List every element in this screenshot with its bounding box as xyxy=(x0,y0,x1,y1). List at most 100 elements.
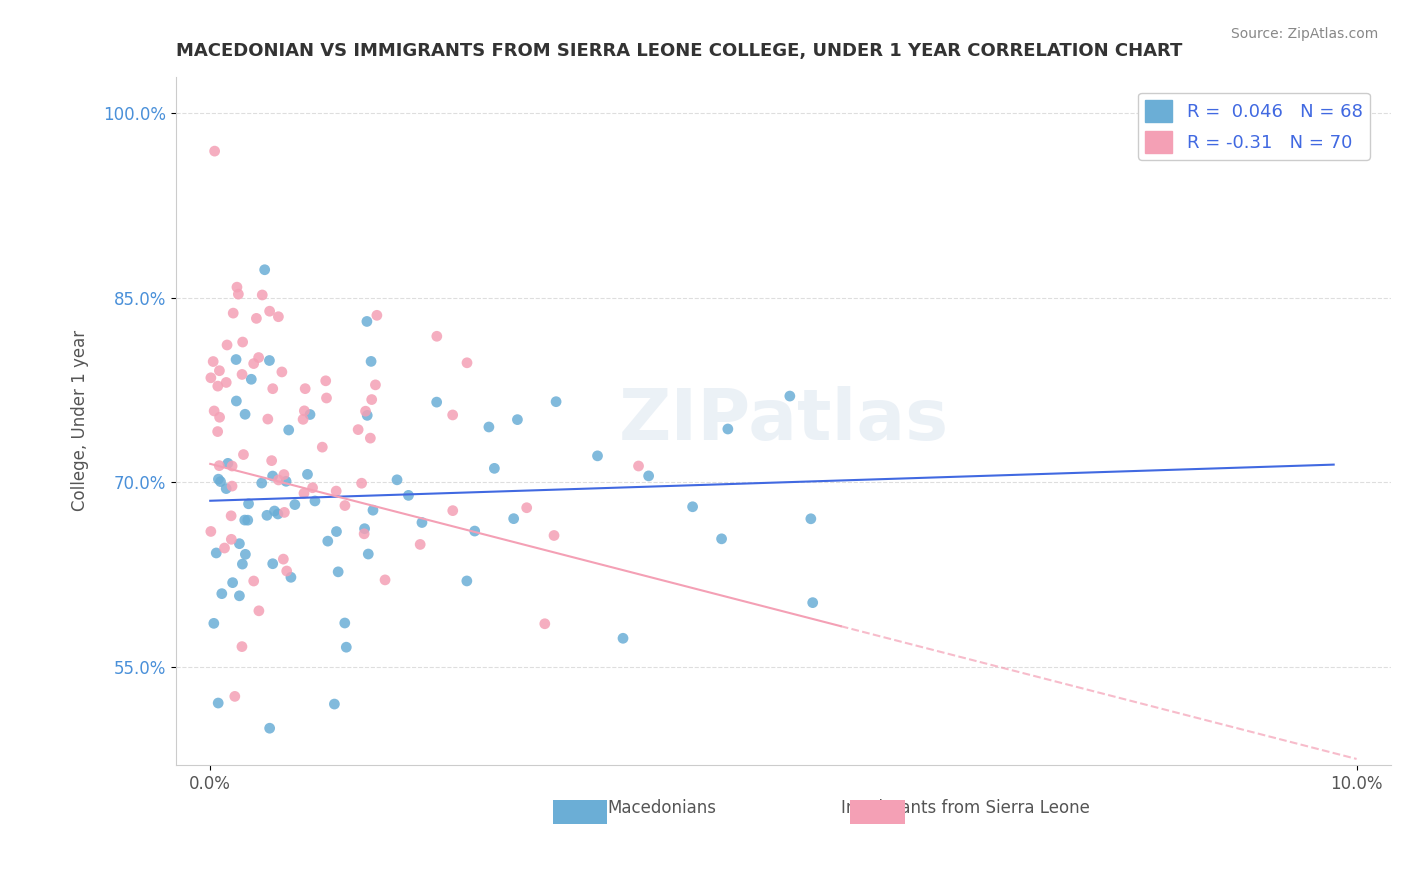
Point xyxy=(284,498,307,512)
Point xyxy=(335,640,357,655)
Point xyxy=(292,486,315,500)
Point xyxy=(360,354,382,368)
Point xyxy=(637,469,659,483)
Point xyxy=(441,408,464,422)
Point xyxy=(228,589,250,603)
Point xyxy=(586,449,609,463)
Point xyxy=(221,533,243,547)
Point xyxy=(235,547,257,561)
Point xyxy=(215,338,238,352)
Point xyxy=(543,528,565,542)
Point xyxy=(356,409,378,423)
Point xyxy=(359,431,381,445)
Point xyxy=(215,482,238,496)
Point xyxy=(354,404,377,418)
Point xyxy=(779,389,801,403)
Point xyxy=(627,458,650,473)
Point xyxy=(682,500,704,514)
Point xyxy=(267,507,290,521)
Point xyxy=(366,308,388,322)
Point xyxy=(717,422,740,436)
Point xyxy=(262,557,284,571)
Point xyxy=(259,721,281,735)
Point xyxy=(252,288,274,302)
Point xyxy=(374,573,396,587)
Text: Immigrants from Sierra Leone: Immigrants from Sierra Leone xyxy=(841,799,1090,817)
Point xyxy=(315,391,337,405)
Point xyxy=(411,516,433,530)
Point xyxy=(262,469,284,483)
Point xyxy=(232,334,254,349)
Point xyxy=(360,392,382,407)
Point xyxy=(277,423,299,437)
Point xyxy=(256,412,278,426)
Point xyxy=(228,287,250,301)
Point xyxy=(502,511,524,525)
Point xyxy=(247,351,270,365)
Point xyxy=(478,420,501,434)
Point xyxy=(262,382,284,396)
Legend: R =  0.046   N = 68, R = -0.31   N = 70: R = 0.046 N = 68, R = -0.31 N = 70 xyxy=(1137,93,1369,160)
Point xyxy=(231,368,253,382)
Point xyxy=(267,473,290,487)
Point xyxy=(356,314,378,328)
Point xyxy=(207,379,229,393)
Point xyxy=(333,615,356,630)
Point xyxy=(259,353,281,368)
Point xyxy=(276,564,298,578)
Point xyxy=(464,524,486,538)
Point xyxy=(259,304,281,318)
Point xyxy=(238,497,260,511)
Point xyxy=(328,565,350,579)
Point xyxy=(710,532,733,546)
Point xyxy=(204,144,226,158)
Point xyxy=(292,412,315,426)
Point xyxy=(385,473,408,487)
Point xyxy=(200,524,222,539)
Point xyxy=(426,395,449,409)
Point xyxy=(409,537,432,551)
Point xyxy=(347,423,370,437)
Point xyxy=(211,587,233,601)
Point xyxy=(353,526,375,541)
Y-axis label: College, Under 1 year: College, Under 1 year xyxy=(72,330,89,511)
Point xyxy=(298,408,321,422)
Point xyxy=(273,505,295,519)
Point xyxy=(456,356,478,370)
Point xyxy=(208,458,231,473)
Point xyxy=(273,467,295,482)
Point xyxy=(202,404,225,418)
Point xyxy=(800,512,823,526)
Point xyxy=(207,425,229,439)
Point xyxy=(233,407,256,421)
Point xyxy=(325,524,347,539)
Point xyxy=(205,546,228,560)
Point xyxy=(221,575,243,590)
Point xyxy=(236,513,259,527)
Point xyxy=(207,472,229,486)
Point xyxy=(219,508,242,523)
Point xyxy=(263,504,285,518)
Text: Source: ZipAtlas.com: Source: ZipAtlas.com xyxy=(1230,27,1378,41)
Point xyxy=(215,376,238,390)
Point xyxy=(325,484,347,499)
Point xyxy=(208,364,231,378)
Point xyxy=(274,475,297,489)
Point xyxy=(316,534,339,549)
Point xyxy=(267,310,290,324)
Point xyxy=(801,596,824,610)
Point xyxy=(357,547,380,561)
Point xyxy=(297,467,319,482)
Point xyxy=(364,377,387,392)
FancyBboxPatch shape xyxy=(851,799,905,823)
Point xyxy=(214,541,236,555)
Point xyxy=(242,574,264,588)
Point xyxy=(456,574,478,588)
Point xyxy=(225,352,247,367)
Point xyxy=(207,696,229,710)
Point xyxy=(231,557,253,571)
Point xyxy=(253,262,276,277)
Point xyxy=(323,697,346,711)
Point xyxy=(224,690,246,704)
Point xyxy=(256,508,278,523)
